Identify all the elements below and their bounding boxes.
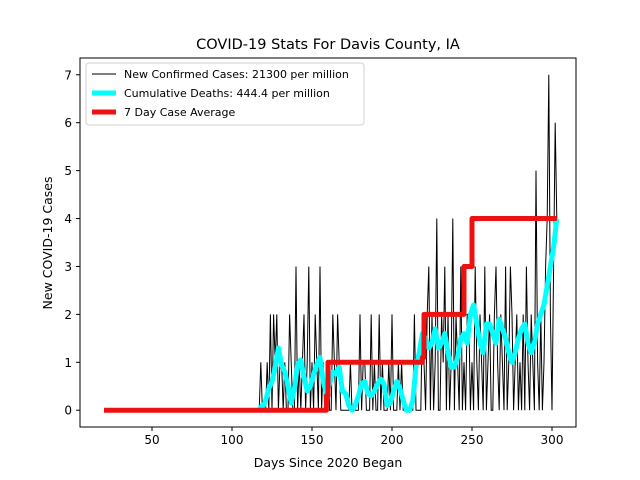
- plot-area: [79, 57, 577, 428]
- x-axis-label: Days Since 2020 Began: [254, 455, 403, 470]
- x-tick-label: 150: [301, 433, 324, 447]
- x-tick-label: 50: [144, 433, 159, 447]
- y-tick-label: 2: [64, 308, 72, 322]
- chart-title: COVID-19 Stats For Davis County, IA: [196, 37, 460, 53]
- legend: New Confirmed Cases: 21300 per million C…: [85, 62, 365, 126]
- x-tick-label: 300: [541, 433, 564, 447]
- y-tick-label: 1: [64, 356, 72, 370]
- x-tick-label: 100: [221, 433, 244, 447]
- x-tick-label: 250: [461, 433, 484, 447]
- legend-label-deaths: Cumulative Deaths: 444.4 per million: [124, 87, 330, 100]
- y-tick-label: 6: [64, 116, 72, 130]
- series-line-average: [104, 216, 557, 413]
- y-tick-label: 3: [64, 260, 72, 274]
- y-tick-label: 0: [64, 404, 72, 418]
- series-layer: [104, 74, 560, 413]
- y-tick-label: 5: [64, 164, 72, 178]
- x-tick-label: 200: [381, 433, 404, 447]
- legend-label-new-cases: New Confirmed Cases: 21300 per million: [124, 68, 349, 81]
- y-axis: 0 1 2 3 4 5 6 7: [64, 68, 80, 418]
- plot-frame: [79, 57, 577, 428]
- y-axis-label: New COVID-19 Cases: [40, 177, 55, 310]
- legend-frame: [85, 62, 365, 126]
- series-line-deaths: [257, 218, 560, 413]
- legend-label-average: 7 Day Case Average: [124, 106, 236, 119]
- x-axis: 50 100 150 200 250 300: [144, 427, 563, 447]
- y-tick-label: 4: [64, 212, 72, 226]
- y-tick-label: 7: [64, 68, 72, 82]
